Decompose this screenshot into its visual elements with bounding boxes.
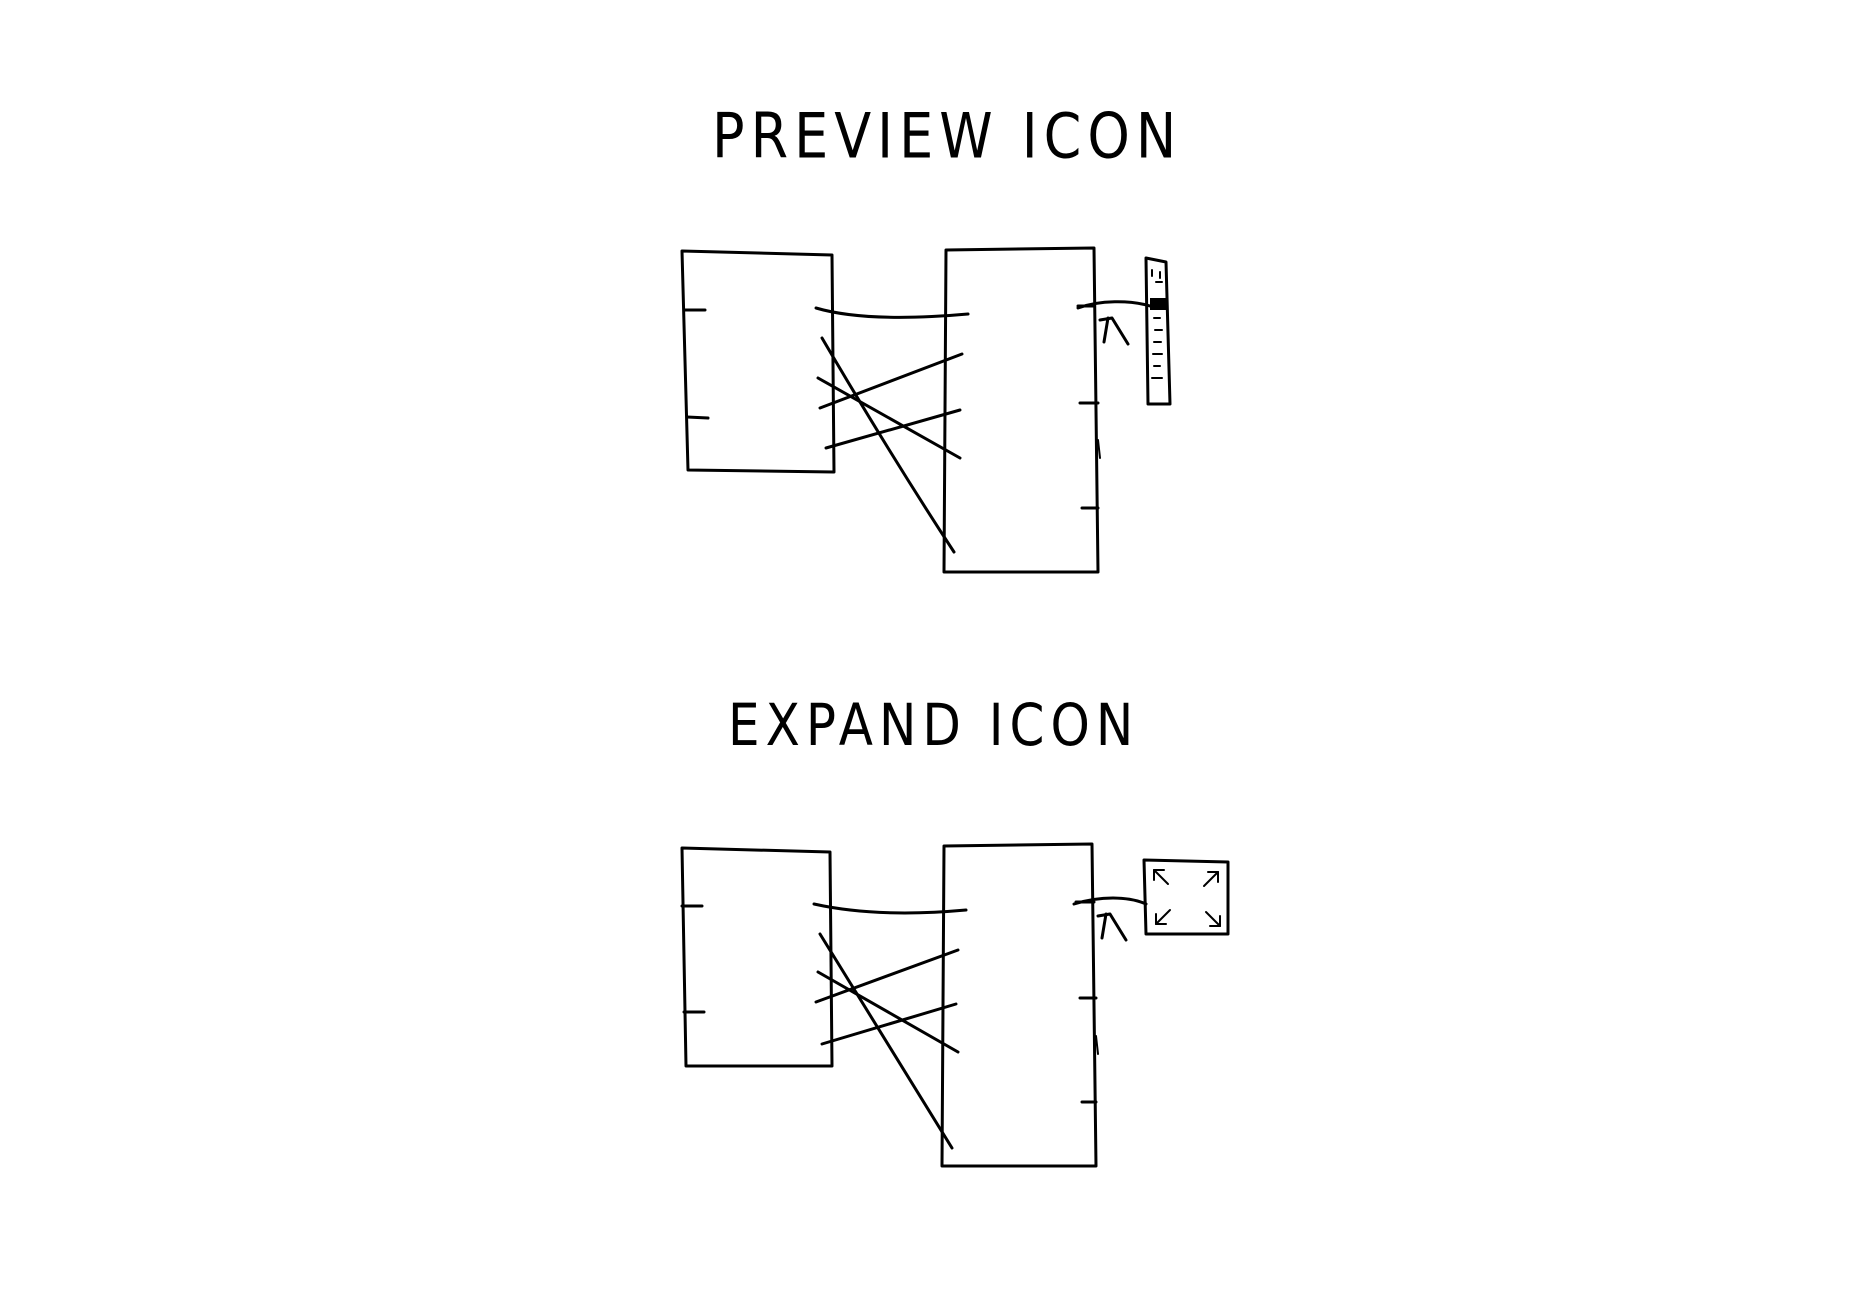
right-node-box xyxy=(940,842,1099,1168)
connection-lines xyxy=(812,902,968,1150)
leader-line xyxy=(1072,896,1148,906)
minimap-preview-icon xyxy=(1144,256,1172,406)
left-node-box xyxy=(680,846,834,1068)
leader-line xyxy=(1076,300,1152,310)
expand-icon-heading: EXPAND ICON xyxy=(728,692,1140,759)
left-node-box xyxy=(680,249,836,474)
cursor-icon xyxy=(1098,316,1130,346)
preview-section-diagram xyxy=(680,246,1172,574)
expand-arrows-icon xyxy=(1142,858,1230,936)
right-node-box xyxy=(942,246,1101,574)
cursor-icon xyxy=(1096,912,1128,942)
connection-lines xyxy=(814,306,970,554)
expand-section-diagram xyxy=(680,842,1230,1168)
preview-icon-heading: PREVIEW ICON xyxy=(712,100,1183,173)
